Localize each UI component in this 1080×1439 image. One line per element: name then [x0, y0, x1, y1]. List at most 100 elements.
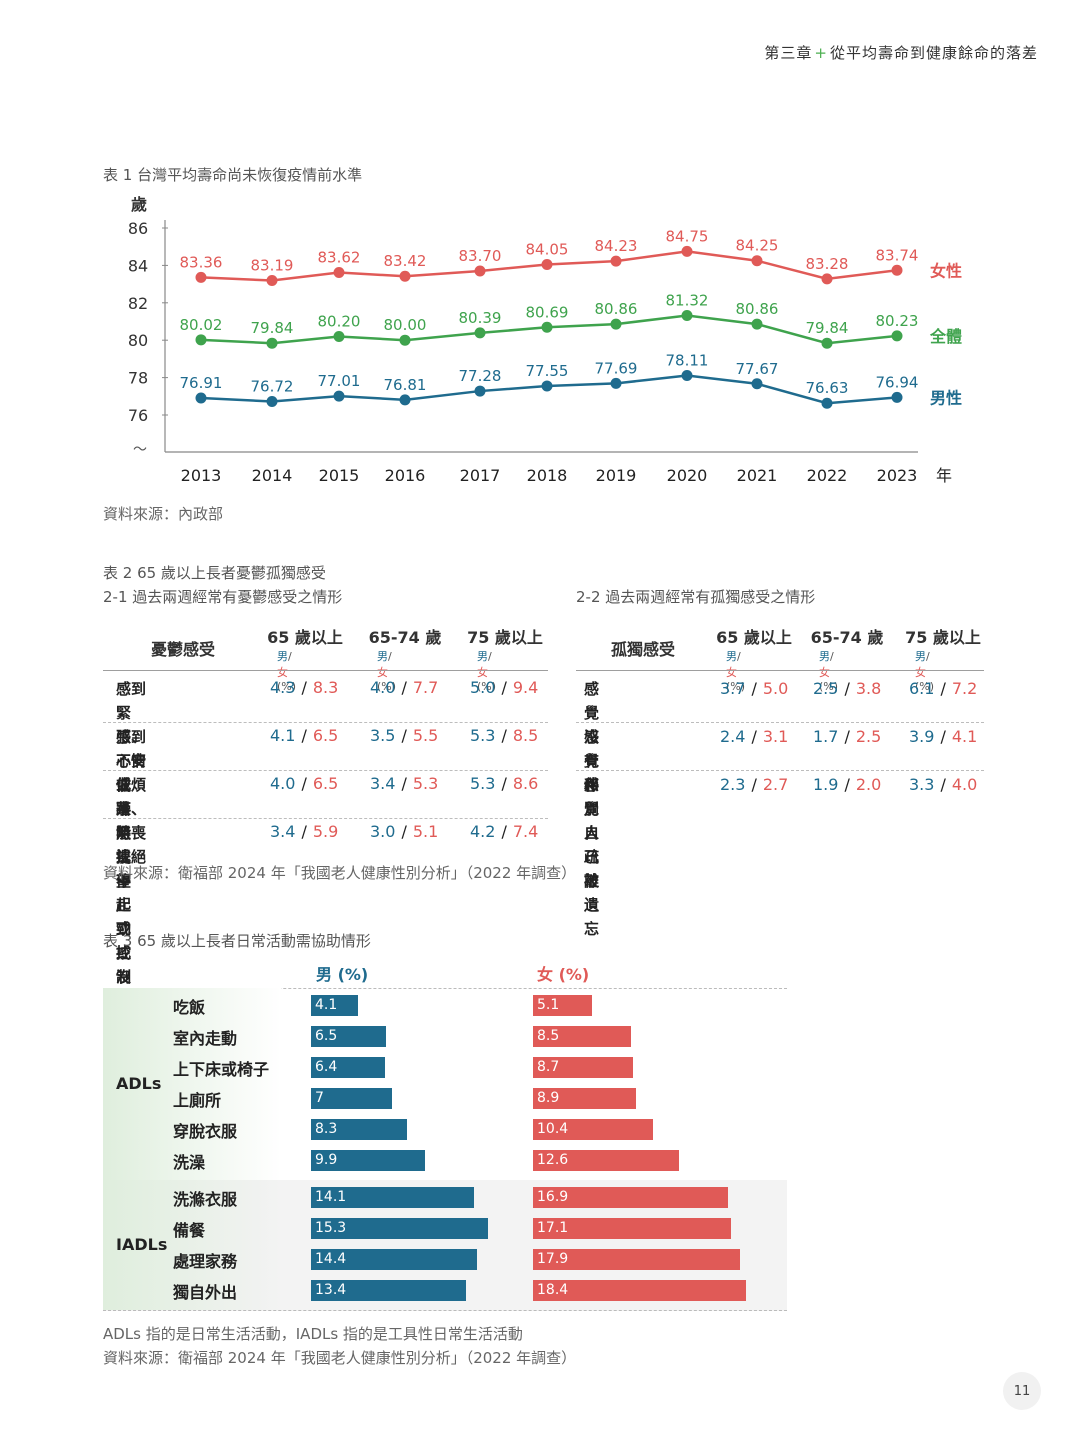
male-bar: 4.1 [311, 995, 359, 1016]
row-rule [103, 818, 548, 819]
data-point [891, 391, 903, 403]
adl-group-shade [103, 988, 281, 1180]
male-bar: 14.1 [311, 1187, 474, 1208]
group-label: ADLs [116, 1073, 162, 1093]
female-bar: 5.1 [533, 995, 592, 1016]
x-tick-label: 2021 [737, 466, 778, 485]
table2-source: 資料來源：衛福部 2024 年「我國老人健康性別分析」（2022 年調查） [103, 864, 577, 882]
loneliness-row-label: 感覺自己被遺忘 [584, 776, 600, 938]
data-label: 79.84 [251, 319, 294, 337]
male-bar: 7 [311, 1088, 392, 1109]
depression-value: 5.3/8.6 [470, 774, 539, 793]
data-point [333, 267, 345, 279]
x-tick-label: 2016 [385, 466, 426, 485]
data-label: 77.67 [736, 360, 779, 378]
gender-subhead: 男/女 (%) [377, 650, 397, 693]
age-column-head: 75 歲以上 [905, 628, 981, 647]
y-tick-label: 82 [128, 294, 148, 313]
depression-column-head: 憂鬱感受 [150, 640, 215, 659]
loneliness-value: 3.3/4.0 [909, 775, 978, 794]
female-bar: 12.6 [533, 1150, 679, 1171]
activity-label: 上廁所 [173, 1091, 222, 1110]
data-label: 77.01 [318, 372, 361, 390]
male-bar: 6.5 [311, 1026, 387, 1047]
depression-row-label: 感到緊張、 不安或煩躁 [116, 680, 147, 818]
male-bar: 6.4 [311, 1057, 385, 1078]
data-point [681, 245, 693, 257]
data-label: 80.02 [180, 316, 223, 334]
female-bar: 17.1 [533, 1218, 731, 1239]
data-label: 84.23 [595, 237, 638, 255]
life-expectancy-line-chart: 歲 86 84 82 80 78 76 ～ 2013 2014 2015 2016 2017 2018 20… [128, 195, 962, 485]
loneliness-value: 2.3/2.7 [720, 775, 789, 794]
y-tick-label: 80 [128, 331, 148, 350]
x-tick-label: 2019 [596, 466, 637, 485]
x-tick-label: 2023 [877, 466, 918, 485]
data-point [541, 321, 553, 333]
data-label: 80.69 [526, 303, 569, 321]
x-tick-label: 2018 [527, 466, 568, 485]
loneliness-value: 3.9/4.1 [909, 727, 978, 746]
data-point [751, 318, 763, 330]
data-point [821, 273, 833, 285]
male-bar: 9.9 [311, 1150, 426, 1171]
data-label: 83.36 [180, 253, 223, 271]
data-point [474, 385, 486, 397]
activity-label: 穿脫衣服 [173, 1122, 238, 1141]
data-label: 81.32 [666, 292, 709, 310]
data-point [333, 390, 345, 402]
loneliness-value: 1.9/2.0 [813, 775, 882, 794]
x-axis-title: 年 [936, 466, 952, 485]
table2-caption: 表 2 65 歲以上長者憂鬱孤獨感受 [103, 564, 326, 582]
table1-caption: 表 1 台灣平均壽命尚未恢復疫情前水準 [103, 166, 363, 184]
data-point [821, 337, 833, 349]
activity-label: 上下床或椅子 [173, 1060, 270, 1079]
data-point [195, 271, 207, 283]
depression-value: 4.3/8.3 [270, 678, 339, 697]
y-axis-title: 歲 [131, 195, 147, 214]
header-rule [576, 670, 984, 671]
depression-value: 4.1/6.5 [270, 726, 339, 745]
y-tick-label: 76 [128, 406, 148, 425]
data-label: 76.72 [251, 378, 294, 396]
loneliness-value: 2.5/3.8 [813, 679, 882, 698]
data-label: 83.19 [251, 257, 294, 275]
data-point [821, 397, 833, 409]
activity-label: 備餐 [173, 1221, 206, 1240]
data-point [399, 270, 411, 282]
x-tick-label: 2022 [807, 466, 848, 485]
depression-value: 3.0/5.1 [370, 822, 439, 841]
male-column-head: 男 (%) [316, 965, 369, 984]
age-column-head: 65 歲以上 [267, 628, 343, 647]
loneliness-column-head: 孤獨感受 [610, 640, 675, 659]
daily-activity-bar-chart: 吃飯 4.1 5.1 室內走動 6.5 8.5 上下床或椅子 6.4 8.7 上廁所 7 8.9 穿脫衣… [103, 988, 787, 1312]
data-label: 76.94 [876, 373, 919, 391]
activity-label: 洗澡 [173, 1153, 206, 1172]
y-tick-label: 78 [128, 369, 148, 388]
depression-value: 4.0/7.7 [370, 678, 439, 697]
y-tick-label: 84 [128, 256, 148, 275]
gender-subhead: 男/女 (%) [726, 650, 746, 693]
gender-subhead: 男/女 (%) [477, 650, 497, 693]
data-point [541, 258, 553, 270]
data-point [610, 318, 622, 330]
depression-value: 4.2/7.4 [470, 822, 539, 841]
female-bar: 17.9 [533, 1249, 740, 1270]
loneliness-row-label: 感覺和別人疏離 [584, 728, 600, 890]
data-label: 80.86 [595, 300, 638, 318]
data-label: 77.28 [459, 367, 502, 385]
loneliness-value: 6.1/7.2 [909, 679, 978, 698]
data-point [751, 255, 763, 267]
axis-break-symbol: ～ [133, 442, 147, 458]
data-label: 83.74 [876, 246, 919, 264]
loneliness-value: 1.7/2.5 [813, 727, 882, 746]
depression-value: 3.4/5.9 [270, 822, 339, 841]
age-column-head: 65 歲以上 [716, 628, 792, 647]
data-label: 80.23 [876, 312, 919, 330]
data-point [891, 264, 903, 276]
x-tick-label: 2013 [181, 466, 222, 485]
data-point [891, 330, 903, 342]
chapter-label: 第三章 [764, 44, 813, 62]
female-bar: 10.4 [533, 1119, 654, 1140]
y-tick-label: 86 [128, 219, 148, 238]
